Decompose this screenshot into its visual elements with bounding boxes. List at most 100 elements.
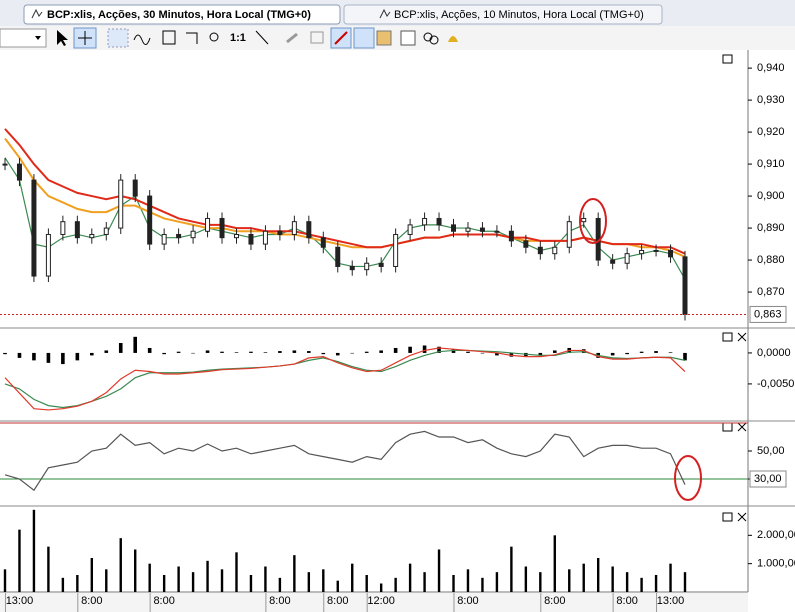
candle-body [508,230,514,242]
candle-body [205,217,211,232]
template-tool[interactable] [376,30,392,46]
y-tick-label: 0,940 [757,62,785,74]
bar [46,352,51,363]
value-badge [749,470,787,488]
panel-maximize[interactable] [722,332,733,342]
eraser-tool[interactable] [286,32,298,44]
bar [148,563,151,592]
bar [654,351,658,353]
x-tick-label: 13:00 [657,595,685,607]
candle-body [262,230,268,245]
tab[interactable]: BCP:xlis, Acções, 30 Minutos, Hora Local… [23,4,341,25]
bar [90,557,94,592]
candle-body [624,253,630,264]
link-tool[interactable] [423,32,433,42]
bar [249,574,253,592]
candle-body [233,233,239,239]
candle-body [118,179,124,229]
candle-body [465,227,471,232]
panel-close[interactable] [737,512,747,522]
indicator-tool[interactable] [133,34,151,45]
candle-body [2,163,8,166]
bar [350,352,355,354]
y-tick-label: 50,00 [757,445,785,457]
bar [105,569,108,592]
bar [90,352,94,356]
x-tick-label: 12:00 [367,595,395,607]
bar [640,577,643,592]
candle-body [668,249,674,258]
bar [437,346,441,353]
x-tick-label: 8:00 [81,595,102,607]
candle-body [306,221,312,239]
panel-close[interactable] [737,332,747,342]
bar [307,351,311,353]
y-tick-label: 0,880 [757,254,785,266]
zoom-tool[interactable] [209,32,219,42]
candle-body [74,221,80,239]
indicators-tool[interactable] [400,30,416,46]
y-tick-label: 0,870 [757,286,785,298]
bar [408,563,412,592]
panel-maximize[interactable] [722,54,733,64]
candle-body [16,163,22,181]
candle-body [436,217,442,226]
bar [263,352,268,353]
bar [307,572,311,592]
series-line [4,349,686,409]
y-tick-label: 0,900 [757,190,785,202]
panel-close[interactable] [737,422,747,432]
erase-all-tool[interactable] [310,31,324,44]
zoom-ratio[interactable]: 1:1 [230,32,246,44]
bar [568,569,571,592]
highlight-circle [579,198,607,244]
bar [552,350,557,353]
bar [75,352,80,361]
bar [235,552,238,592]
bar [249,351,253,353]
bar [610,352,615,356]
bar [336,580,339,592]
bar [3,569,7,592]
snap-tool[interactable] [353,27,375,49]
bar [365,574,368,592]
dropdown[interactable] [0,28,47,48]
bar [118,343,123,353]
alert-tool[interactable] [448,36,458,42]
x-tick-label: 8:00 [153,595,174,607]
bar [119,538,122,592]
value-badge [749,305,787,323]
bar [278,351,282,353]
bar [422,345,427,353]
bar [206,560,209,592]
pointer-tool[interactable] [57,30,68,46]
bar [220,351,224,353]
candle-body [335,246,341,267]
bar [510,546,513,592]
bar [18,529,21,592]
bar [191,572,195,592]
candle-body [132,179,138,197]
candle-body [31,179,37,277]
bar [278,577,282,592]
bar [147,347,152,353]
candle-body [103,227,109,235]
bar [668,352,673,353]
plot-area: 0,940 0,930 0,920 0,910 0,900 0,890 0,880 0,870… [0,62,795,612]
zoom-area-tool[interactable] [186,32,198,44]
line-tool[interactable] [255,30,269,45]
panel-maximize[interactable] [722,512,733,522]
bar [321,352,326,355]
bar [177,566,180,592]
tab-title: BCP:xlis, Acções, 30 Minutos, Hora Local… [47,9,311,21]
bar [539,572,542,592]
info-tool[interactable] [162,30,176,45]
candle-body [161,233,167,245]
bar [582,563,585,592]
bar [393,347,398,353]
tab[interactable]: BCP:xlis, Acções, 10 Minutos, Hora Local… [343,4,663,25]
candle-body [610,259,616,264]
candle-body [494,230,500,233]
candle-body [552,246,558,255]
grid-tool[interactable] [107,28,129,48]
